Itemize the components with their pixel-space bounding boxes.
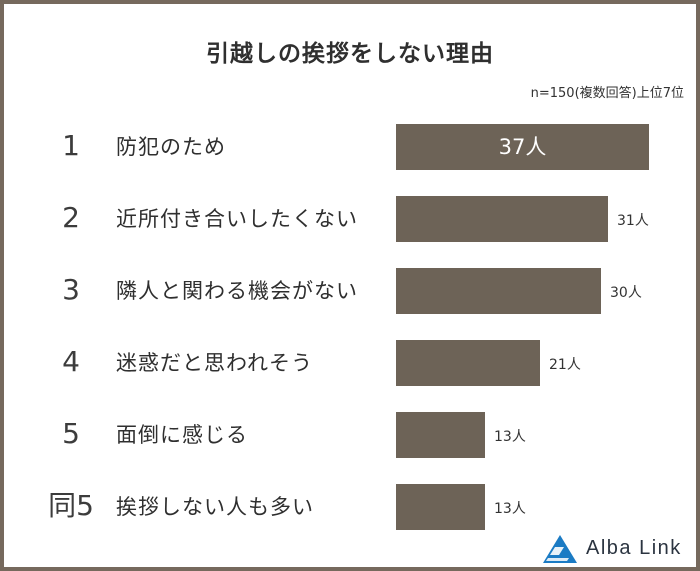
bar-row: 1 防犯のため 37人 [4,124,696,170]
bar [396,412,485,458]
bar-row: 同5 挨拶しない人も多い 13人 [4,484,696,530]
bar [396,268,601,314]
bar-row: 3 隣人と関わる機会がない 30人 [4,268,696,314]
category-label: 面倒に感じる [116,423,248,447]
rank-label: 4 [62,345,80,378]
bar [396,340,540,386]
category-label: 防犯のため [116,135,226,159]
bar-row: 5 面倒に感じる 13人 [4,412,696,458]
alba-link-logo-icon [543,535,577,563]
rank-label: 同5 [48,489,94,522]
bar-row: 4 迷惑だと思われそう 21人 [4,340,696,386]
value-label: 31人 [617,213,649,229]
chart-title: 引越しの挨拶をしない理由 [206,41,494,67]
category-label: 挨拶しない人も多い [116,495,314,519]
bar [396,484,485,530]
sample-note: n=150(複数回答)上位7位 [530,86,684,101]
rank-label: 2 [62,201,80,234]
bar-row: 2 近所付き合いしたくない 31人 [4,196,696,242]
rank-label: 5 [62,417,80,450]
category-label: 隣人と関わる機会がない [116,279,358,303]
bar [396,196,608,242]
value-label: 13人 [494,501,526,517]
rank-label: 1 [62,129,80,162]
bar [396,124,649,170]
value-label: 21人 [549,357,581,373]
category-label: 迷惑だと思われそう [116,351,313,375]
value-label: 13人 [494,429,526,445]
category-label: 近所付き合いしたくない [116,207,358,231]
rank-label: 3 [62,273,80,306]
value-label: 30人 [610,285,642,301]
brand-name: Alba Link [586,537,682,559]
value-label: 37人 [498,135,547,159]
